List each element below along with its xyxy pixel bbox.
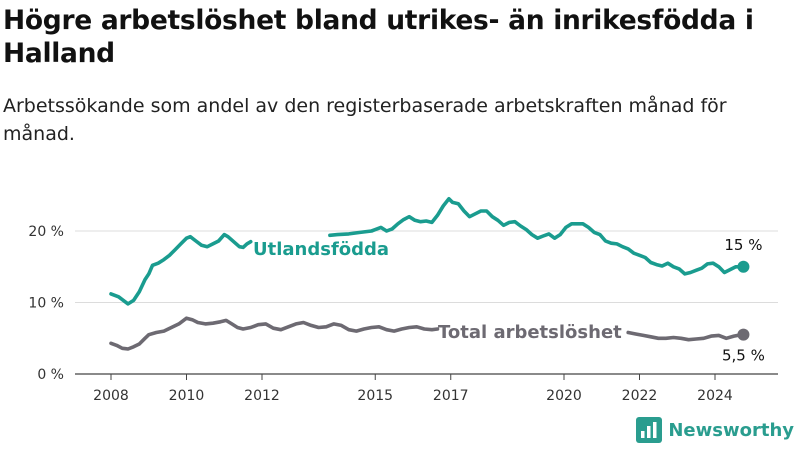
x-tick-label: 2017 <box>433 388 469 404</box>
series-end-point-0 <box>737 260 750 273</box>
series-label-total: Total arbetslöshet <box>438 322 622 343</box>
x-tick-label: 2008 <box>93 388 129 404</box>
series-line-0-1 <box>328 197 744 276</box>
chart-subtitle: Arbetssökande som andel av den registerb… <box>3 95 727 145</box>
series-labels: 15 % 5,5 % Utlandsfödda Total arbetslöshet <box>253 236 765 365</box>
brand-name: Newsworthy <box>668 419 794 441</box>
series-line-0-0 <box>109 232 253 306</box>
bar-chart-icon <box>636 417 663 443</box>
x-tick-label: 2020 <box>546 388 582 404</box>
y-tick-label: 0 % <box>37 367 64 383</box>
end-value-label: 5,5 % <box>722 347 765 365</box>
x-tick-label: 2024 <box>697 388 733 404</box>
y-axis: 0 % 10 % 20 % <box>28 224 64 383</box>
y-tick-label: 20 % <box>28 224 64 240</box>
chart-title: Högre arbetslöshet bland utrikes- än inr… <box>3 5 754 69</box>
series-line-1-1 <box>626 330 744 342</box>
series-line-1-0 <box>109 316 440 351</box>
x-axis: 2008 2010 2012 2015 2017 2020 2022 2024 <box>93 374 733 404</box>
series-end-point-1 <box>737 328 750 341</box>
end-value-label: 15 % <box>724 236 762 254</box>
grid-lines <box>75 230 778 375</box>
y-tick-label: 10 % <box>28 296 64 312</box>
x-tick-label: 2022 <box>622 388 658 404</box>
x-tick-label: 2010 <box>169 388 205 404</box>
series-lines <box>109 197 750 351</box>
series-label-utlandsfodda: Utlandsfödda <box>253 239 389 260</box>
x-tick-label: 2012 <box>244 388 280 404</box>
brand-logo: Newsworthy <box>636 417 794 443</box>
x-tick-label: 2015 <box>357 388 393 404</box>
